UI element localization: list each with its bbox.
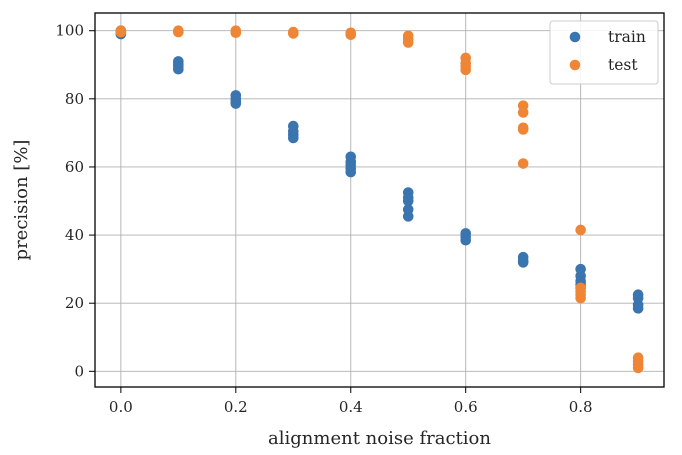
x-tick-label: 0.8 [569,398,593,416]
legend-label-train: train [608,28,646,46]
series-test [115,25,644,374]
data-point-test [517,107,529,118]
data-point-train [402,195,414,207]
data-point-test [402,37,414,48]
data-point-train [460,234,472,246]
data-point-test [345,29,357,41]
legend-marker-train [569,31,581,43]
data-point-train [230,98,242,109]
data-point-test [460,64,472,76]
data-point-train [632,303,644,314]
y-tick-label: 20 [65,294,84,312]
data-point-test [575,292,586,304]
data-point-test [115,26,127,38]
y-tick-label: 40 [65,226,84,244]
data-points [115,25,644,374]
y-tick-label: 80 [65,90,84,108]
data-point-test [575,224,586,236]
plot-frame [94,12,665,388]
y-axis-label: precision [%] [11,140,32,261]
data-point-test [632,362,644,374]
x-tick-label: 0.4 [339,398,363,416]
grid-lines [95,13,664,387]
data-point-test [517,124,529,135]
x-tick-label: 0.0 [109,398,133,416]
legend-marker-test [569,59,581,71]
data-point-test [173,26,184,38]
data-point-train [345,166,357,178]
data-point-test [287,28,299,39]
data-point-train [517,257,529,268]
axis-ticks: 0.0 0.2 0.4 0.6 0.8 0 20 40 60 80 100 [55,22,592,416]
data-point-train [287,132,299,144]
x-tick-label: 0.2 [224,398,248,416]
legend-label-test: test [608,56,638,74]
data-point-test [230,27,242,39]
legend: train test [549,20,659,85]
y-tick-label: 100 [55,22,84,40]
data-point-train [402,211,414,222]
data-point-test [517,158,529,169]
x-tick-label: 0.6 [454,398,478,416]
y-tick-label: 60 [65,158,84,176]
y-tick-label: 0 [74,362,84,380]
x-axis-label: alignment noise fraction [268,428,491,449]
data-point-train [173,63,184,75]
